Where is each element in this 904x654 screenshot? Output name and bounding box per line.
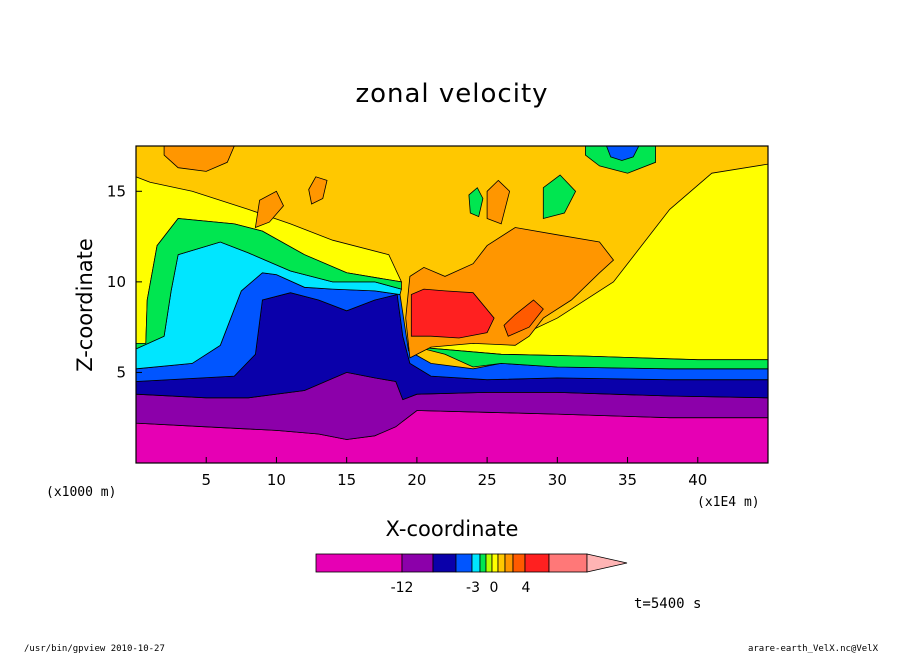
x-tick-label: 30: [548, 471, 567, 489]
colorbar-swatch: [432, 553, 457, 573]
y-unit-label: (x1000 m): [46, 485, 116, 500]
colorbar-tick-label: -3: [466, 580, 480, 596]
band-green-b1: [468, 187, 484, 218]
x-axis-title: X-coordinate: [386, 517, 519, 541]
band-blue-top: [606, 146, 640, 161]
x-tick-label: 5: [201, 471, 211, 489]
band-green-b2: [542, 174, 577, 220]
colorbar-tick-label: 0: [490, 580, 499, 596]
plot-frame: [135, 145, 769, 464]
time-label: t=5400 s: [634, 596, 701, 612]
plot-area: 5 10 15 20 25 30 35 40 5 10 15: [107, 145, 769, 489]
footer-left: /usr/bin/gpview 2010-10-27: [24, 644, 165, 654]
chart-title: zonal velocity: [355, 79, 548, 109]
colorbar-swatch: [497, 553, 506, 573]
band-orange-b1: [254, 190, 284, 229]
band-red-core: [410, 288, 495, 339]
colorbar-swatch: [524, 553, 550, 573]
x-tick-label: 25: [478, 471, 497, 489]
x-unit-label: (x1E4 m): [697, 495, 760, 510]
colorbar-swatch: [548, 553, 588, 573]
colorbar-tick-label: 4: [522, 580, 531, 596]
colorbar-swatch: [315, 553, 403, 573]
colorbar-swatch: [401, 553, 434, 573]
x-tick-label: 40: [688, 471, 707, 489]
band-orange-b2: [308, 176, 328, 205]
band-orange-b3: [486, 179, 511, 225]
x-tick-label: 35: [618, 471, 637, 489]
y-ticks: 5 10 15: [107, 182, 142, 381]
colorbar-arrow: [586, 553, 628, 573]
colorbar: -12 -3 0 4: [315, 553, 628, 596]
x-tick-label: 15: [337, 471, 356, 489]
footer-right: arare-earth_VelX.nc@VelX: [748, 644, 879, 654]
colorbar-tick-label: -12: [391, 580, 414, 596]
band-red-right: [503, 299, 544, 337]
x-tick-label: 20: [407, 471, 426, 489]
colorbar-swatch: [504, 553, 514, 573]
colorbar-swatch: [471, 553, 481, 573]
colorbar-swatch: [491, 553, 499, 573]
x-tick-label: 10: [267, 471, 286, 489]
contour-bands: [136, 146, 768, 463]
band-green-left: [136, 218, 402, 350]
colorbar-swatch: [455, 553, 473, 573]
y-tick-label: 15: [107, 182, 126, 200]
colorbar-swatch: [512, 553, 526, 573]
y-axis-title: Z-coordinate: [73, 238, 97, 372]
x-ticks: 5 10 15 20 25 30 35 40: [201, 457, 707, 489]
colorbar-swatch: [479, 553, 487, 573]
y-tick-label: 5: [116, 363, 126, 381]
band-green-right: [416, 346, 768, 370]
band-orange-tl: [163, 146, 235, 172]
colorbar-swatch: [485, 553, 493, 573]
y-tick-label: 10: [107, 273, 126, 291]
